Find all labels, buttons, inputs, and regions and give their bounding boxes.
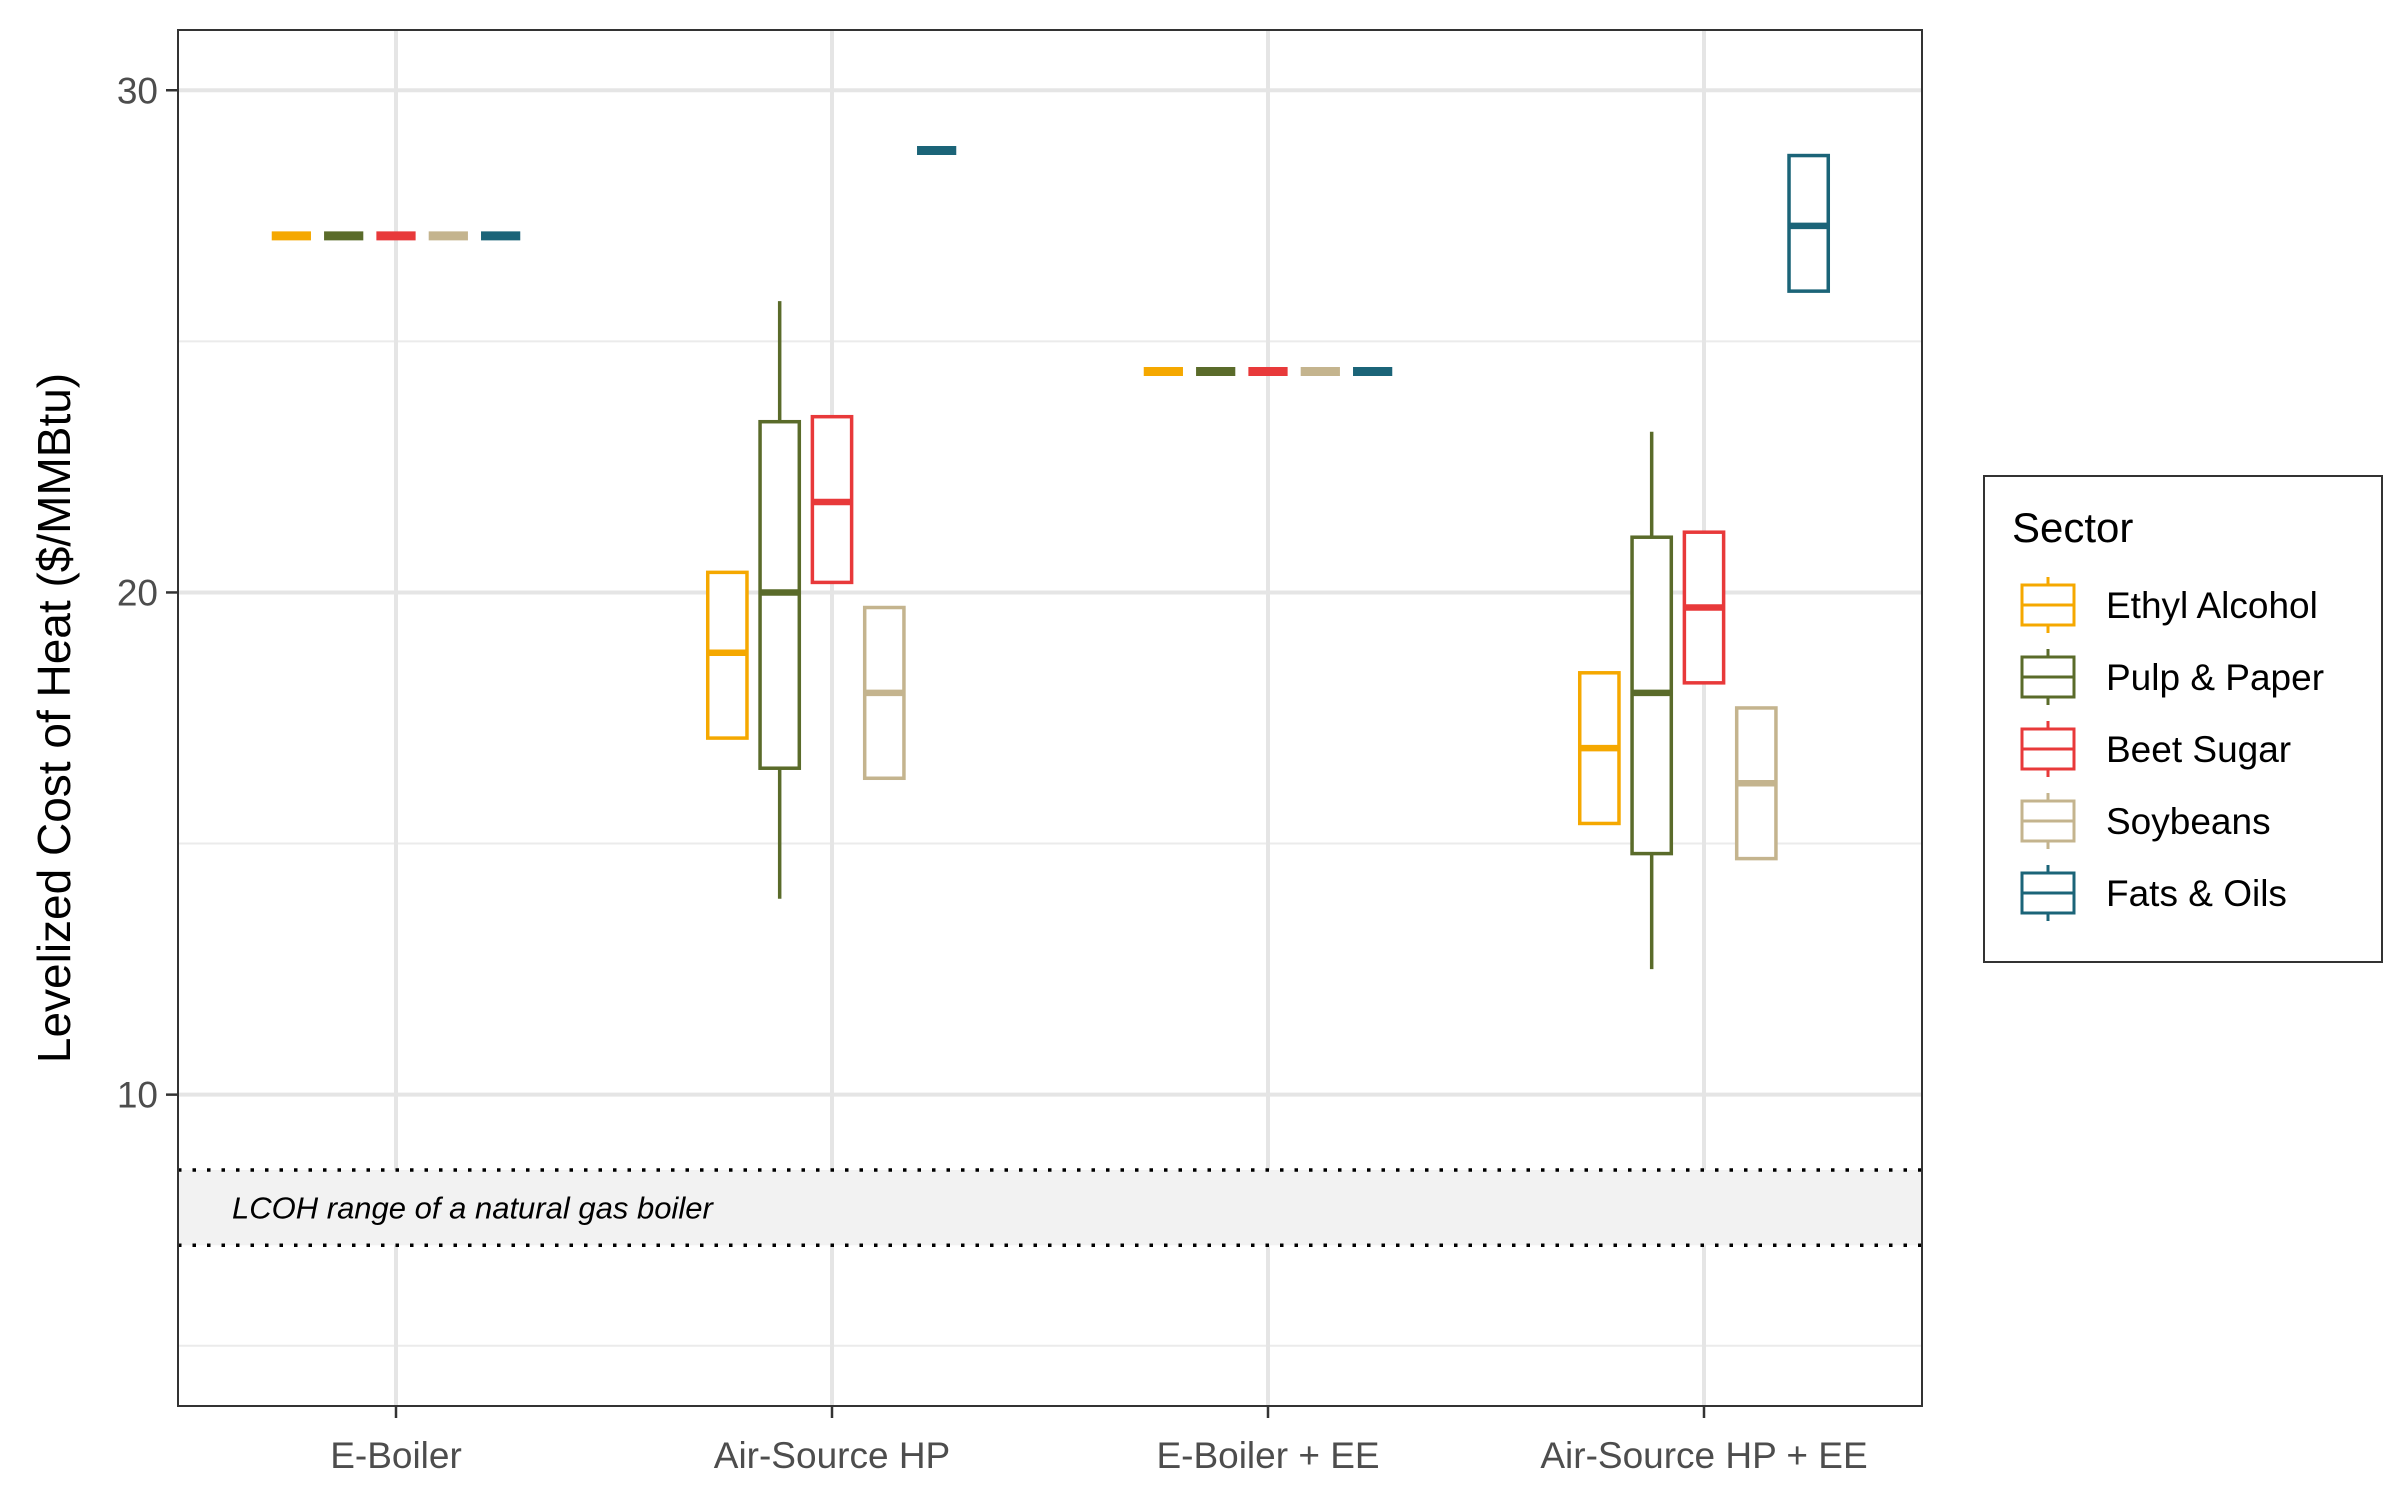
series-ethyl-alcohol [271, 231, 1621, 826]
y-tick-label: 30 [117, 70, 158, 111]
legend-label: Ethyl Alcohol [2106, 585, 2318, 626]
legend-label: Fats & Oils [2106, 873, 2287, 914]
box [1630, 431, 1674, 970]
x-tick-label: E-Boiler + EE [1156, 1435, 1379, 1476]
legend-item: Beet Sugar [2020, 721, 2291, 777]
y-tick-label: 20 [117, 572, 158, 613]
series-beet-sugar [376, 231, 1726, 685]
box [810, 414, 854, 585]
y-axis: 10 20 30 [117, 70, 178, 1116]
reference-band: LCOH range of a natural gas boiler [178, 1168, 1922, 1248]
box-series [271, 146, 1831, 970]
x-tick-label: Air-Source HP + EE [1540, 1435, 1867, 1476]
legend-title: Sector [2012, 504, 2133, 551]
box [1577, 671, 1621, 826]
x-tick-label: Air-Source HP [714, 1435, 950, 1476]
reference-band-fill [178, 1169, 1922, 1246]
series-fats-oils [481, 146, 1831, 376]
box [758, 301, 802, 899]
panel-border [177, 29, 1923, 1407]
box [862, 605, 906, 781]
legend-label: Soybeans [2106, 801, 2271, 842]
box [1734, 706, 1778, 861]
reference-band-label: LCOH range of a natural gas boiler [232, 1191, 714, 1226]
box [1787, 153, 1831, 293]
x-axis: E-Boiler Air-Source HP E-Boiler + EE Air-So… [330, 1406, 1868, 1476]
legend-label: Beet Sugar [2106, 729, 2291, 770]
legend-item: Ethyl Alcohol [2020, 577, 2318, 633]
series-soybeans [428, 231, 1778, 861]
legend-items: Ethyl Alcohol Pulp & Paper Beet Sugar Soybe… [2020, 577, 2324, 921]
legend-label: Pulp & Paper [2106, 657, 2324, 698]
legend-item: Pulp & Paper [2020, 649, 2324, 705]
y-axis-title: Levelized Cost of Heat ($/MMBtu) [28, 373, 80, 1063]
box [1682, 530, 1726, 685]
y-tick-label: 10 [117, 1075, 158, 1116]
legend-item: Soybeans [2020, 793, 2271, 849]
legend-item: Fats & Oils [2020, 865, 2287, 921]
box [705, 570, 749, 740]
legend: Sector Ethyl Alcohol Pulp & Paper Beet Sug… [1983, 475, 2383, 963]
series-pulp-paper [324, 231, 1674, 970]
x-tick-label: E-Boiler [330, 1435, 462, 1476]
